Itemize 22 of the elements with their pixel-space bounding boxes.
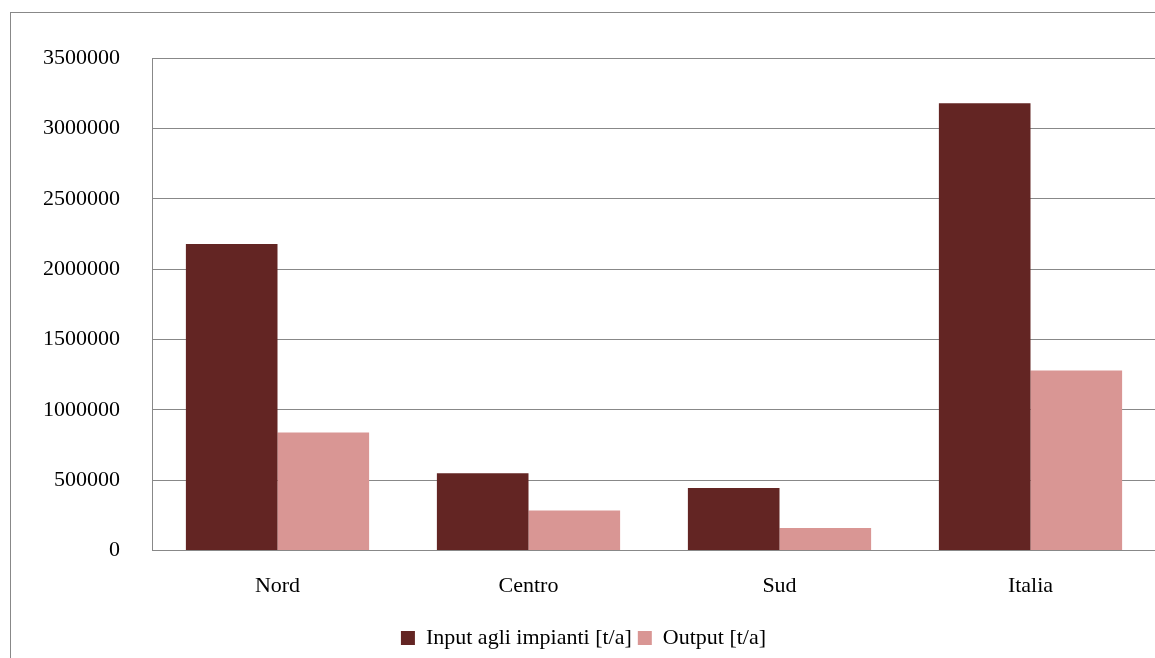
y-tick-label: 2500000 bbox=[43, 184, 120, 210]
bar bbox=[528, 510, 621, 551]
y-tick-label: 3500000 bbox=[43, 43, 120, 69]
x-tick-label: Nord bbox=[254, 571, 301, 597]
bar bbox=[1030, 370, 1123, 551]
bar bbox=[938, 103, 1031, 551]
x-tick-label: Sud bbox=[762, 571, 797, 597]
y-tick-label: 1500000 bbox=[43, 325, 120, 351]
y-tick-label: 1000000 bbox=[43, 395, 120, 421]
y-tick-label: 2000000 bbox=[43, 255, 120, 281]
x-tick-label: Italia bbox=[1007, 571, 1054, 597]
legend-label: Input agli impianti [t/a] bbox=[425, 623, 632, 649]
bar bbox=[277, 432, 370, 551]
y-tick-label: 3000000 bbox=[43, 114, 120, 140]
bar bbox=[687, 488, 780, 551]
bar bbox=[779, 528, 872, 551]
y-tick-label: 500000 bbox=[54, 466, 120, 492]
bar bbox=[185, 243, 278, 551]
y-tick-label: 0 bbox=[109, 536, 120, 562]
bar bbox=[436, 473, 529, 551]
legend-label: Output [t/a] bbox=[662, 623, 767, 649]
x-tick-label: Centro bbox=[498, 571, 559, 597]
